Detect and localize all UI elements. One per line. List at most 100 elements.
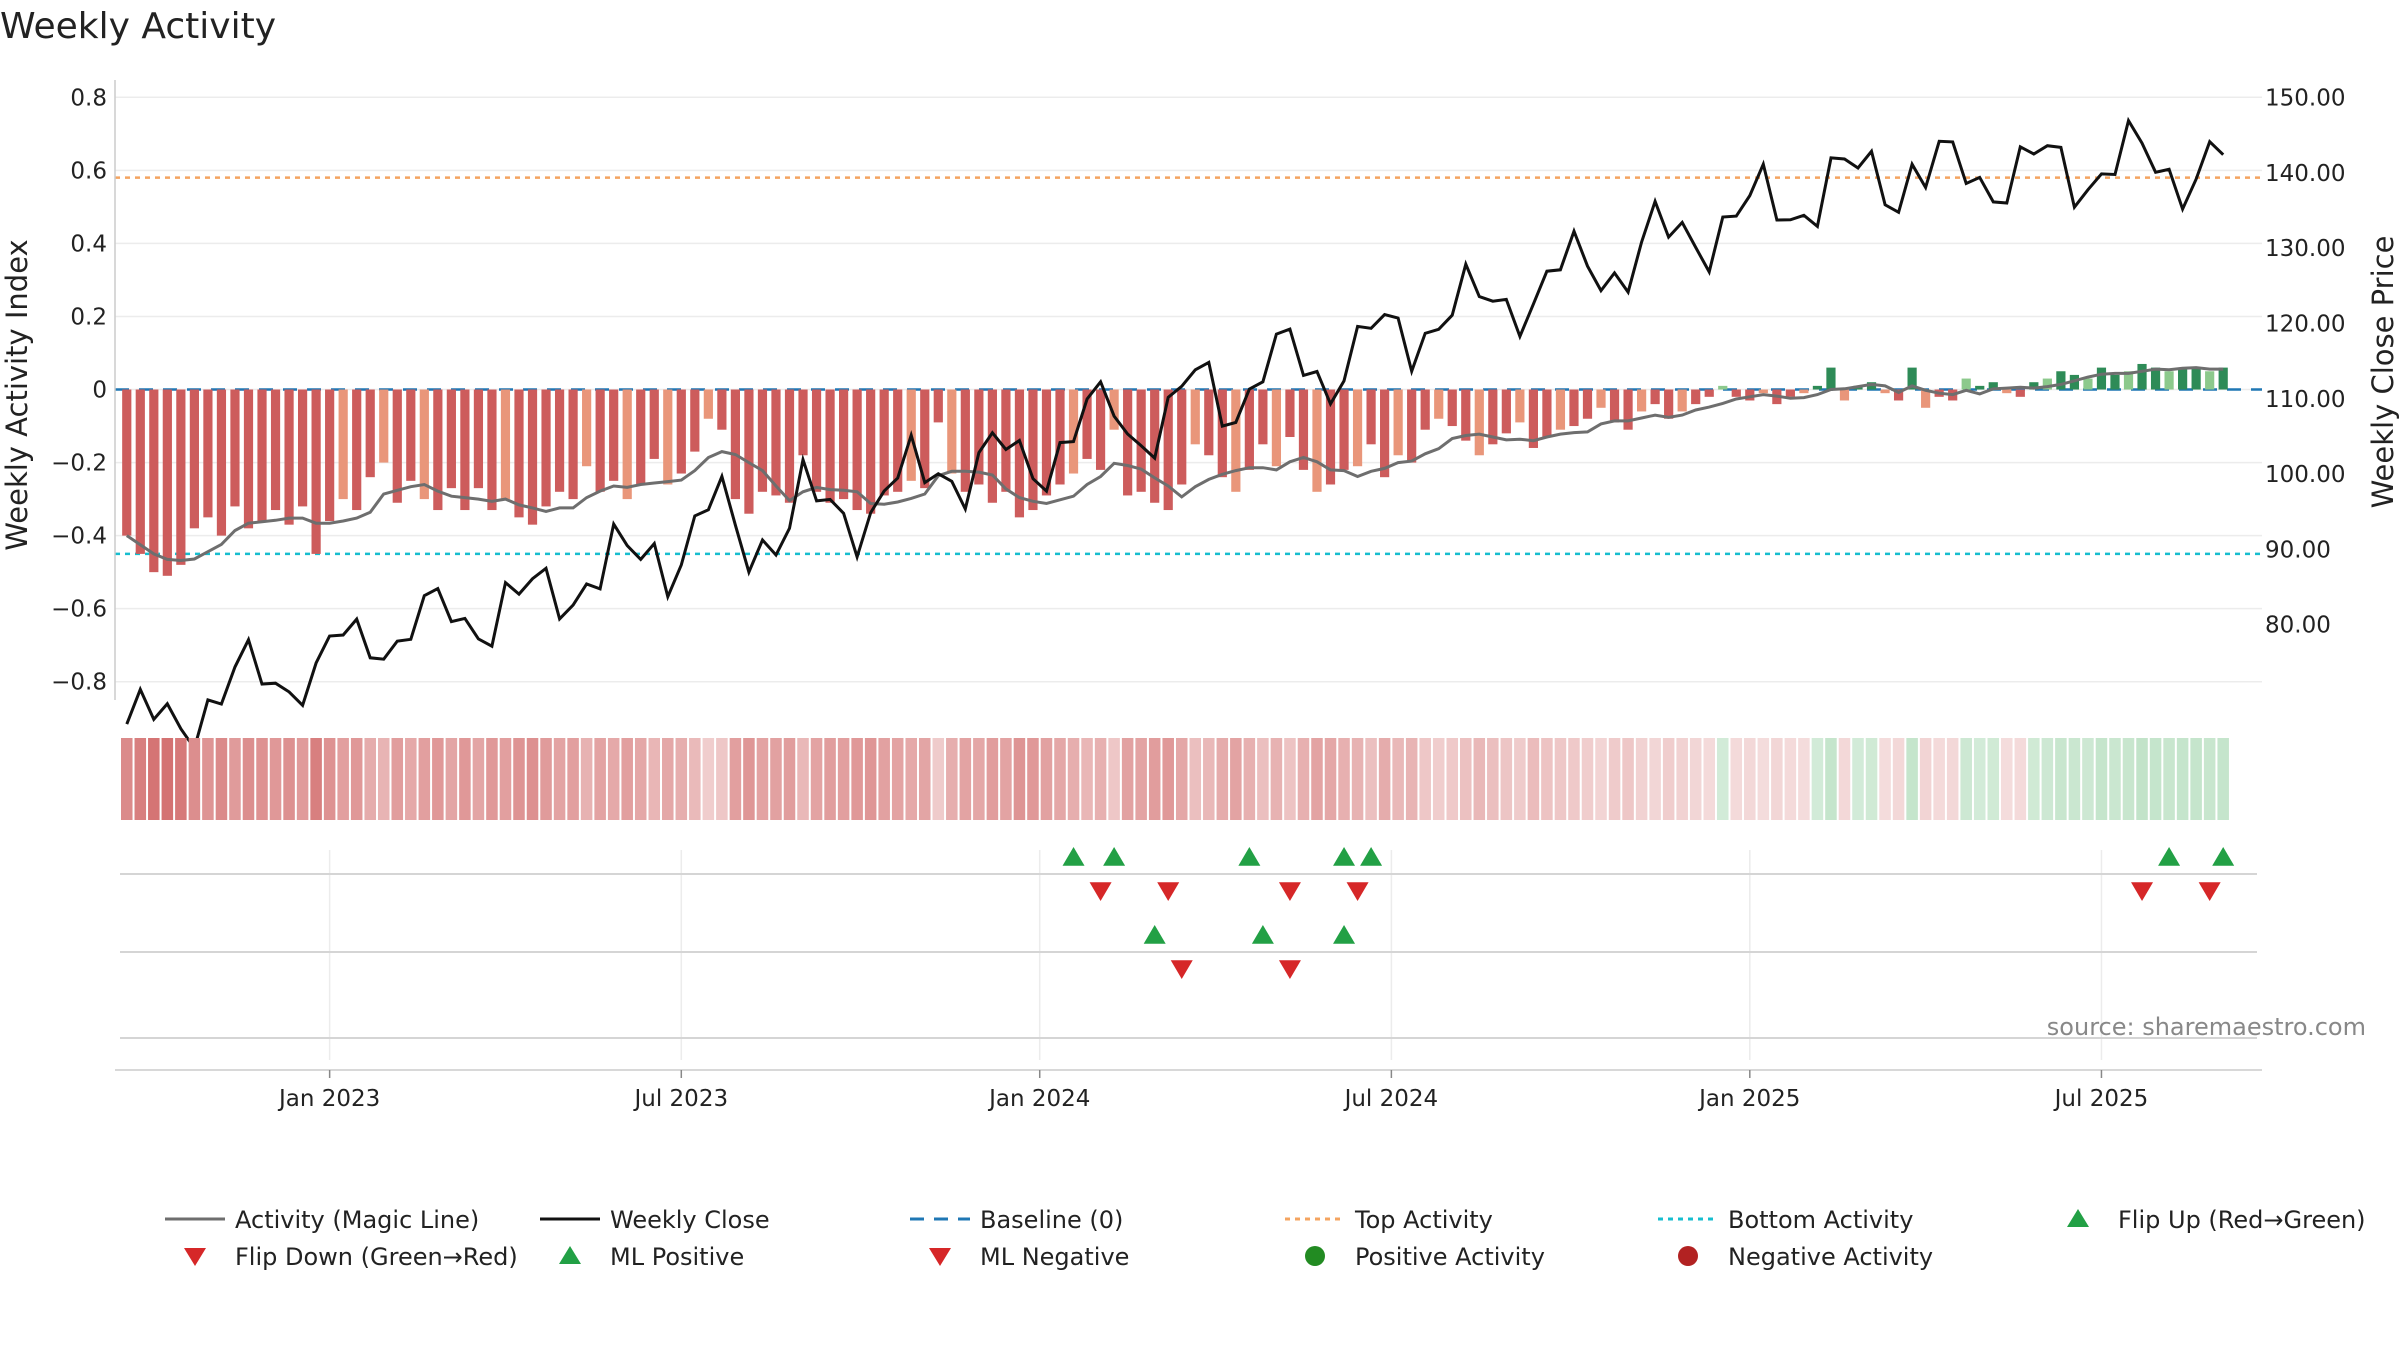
- heat-cell: [1635, 738, 1648, 820]
- activity-bar: [338, 389, 348, 500]
- heat-cell: [1094, 738, 1107, 820]
- heat-cell: [1649, 738, 1661, 820]
- heat-cell: [702, 738, 715, 820]
- activity-bar: [216, 389, 227, 536]
- activity-bar: [2096, 367, 2107, 390]
- chart-title: Weekly Activity: [0, 6, 276, 47]
- heat-cell: [553, 738, 566, 820]
- heat-cell: [905, 738, 917, 820]
- heat-cell: [1825, 738, 1837, 820]
- activity-bar: [1582, 389, 1593, 419]
- activity-bar: [1231, 389, 1241, 492]
- heat-cell: [175, 738, 187, 820]
- x-tick-label: Jan 2024: [987, 1086, 1090, 1112]
- activity-bar: [203, 389, 213, 518]
- activity-bar: [1893, 389, 1904, 401]
- activity-bar: [392, 389, 402, 503]
- heat-cell: [2109, 738, 2121, 820]
- heat-cell: [648, 738, 661, 820]
- activity-bar: [1542, 389, 1552, 438]
- heat-cell: [1311, 738, 1323, 820]
- activity-bar: [1407, 389, 1417, 463]
- heat-cell: [729, 738, 742, 820]
- heat-cell: [851, 738, 863, 820]
- legend-label: Bottom Activity: [1728, 1206, 1913, 1234]
- activity-bar: [1217, 389, 1227, 478]
- heat-cell: [472, 738, 485, 820]
- heat-cell: [986, 738, 999, 820]
- activity-bar: [1136, 389, 1146, 492]
- activity-bar: [1799, 389, 1809, 394]
- heat-cell: [607, 738, 620, 820]
- heat-cell: [567, 738, 579, 820]
- activity-bar: [379, 389, 389, 463]
- y2-tick-label: 150.00: [2265, 86, 2345, 112]
- heat-cell: [2028, 738, 2040, 820]
- flip-down-marker: [2131, 882, 2154, 901]
- activity-bar: [1555, 389, 1566, 430]
- legend-label: Flip Up (Red→Green): [2118, 1206, 2366, 1234]
- activity-bar: [568, 389, 578, 500]
- activity-bar: [649, 389, 659, 459]
- ml-positive-marker: [1143, 925, 1166, 944]
- activity-bar: [960, 389, 970, 492]
- heat-cell: [1527, 738, 1540, 820]
- activity-bar: [1515, 389, 1525, 423]
- legend-label: Activity (Magic Line): [235, 1206, 479, 1234]
- y-tick-label: 0: [92, 378, 107, 404]
- heat-cell: [1419, 738, 1431, 820]
- legend-label: ML Positive: [610, 1243, 744, 1271]
- activity-bar: [2205, 371, 2215, 390]
- activity-bar: [2083, 378, 2093, 390]
- heat-cell: [1257, 738, 1269, 820]
- heat-cell: [837, 738, 850, 820]
- legend-label: ML Negative: [980, 1243, 1129, 1271]
- heat-cell: [621, 738, 633, 820]
- heat-cell: [594, 738, 606, 820]
- heat-cell: [1541, 738, 1553, 820]
- heat-cell: [215, 738, 228, 820]
- heat-cell: [1744, 738, 1756, 820]
- activity-bar: [406, 389, 416, 481]
- heat-cell: [1865, 738, 1878, 820]
- heat-cell: [337, 738, 349, 820]
- heat-cell: [1581, 738, 1594, 820]
- heat-cell: [1730, 738, 1743, 820]
- activity-bar: [257, 389, 267, 522]
- heat-cell: [296, 738, 309, 820]
- heat-cell: [1000, 738, 1012, 820]
- activity-bar: [609, 389, 619, 481]
- heat-cell: [1608, 738, 1621, 820]
- activity-bar: [1596, 389, 1606, 408]
- flip-down-marker: [1278, 882, 1301, 901]
- activity-bar: [1434, 389, 1444, 419]
- y-tick-label: −0.2: [51, 451, 107, 477]
- heat-cell: [1067, 738, 1080, 820]
- activity-bar: [1636, 389, 1647, 412]
- activity-bar: [2137, 363, 2147, 390]
- activity-bar: [1163, 389, 1173, 511]
- x-axis: Jan 2023 Jul 2023 Jan 2024 Jul 2024 Jan 2025…: [115, 1069, 2262, 1112]
- heat-cell: [1757, 738, 1770, 820]
- source-note: source: sharemaestro.com: [2047, 1013, 2366, 1041]
- heat-cell: [634, 738, 647, 820]
- activity-bar: [839, 389, 849, 500]
- heat-cell: [918, 738, 931, 820]
- activity-bar: [2029, 382, 2039, 390]
- heat-cell: [1919, 738, 1932, 820]
- heat-cell: [2082, 738, 2094, 820]
- heat-cell: [1108, 738, 1120, 820]
- activity-bar: [1366, 389, 1376, 445]
- activity-bar: [1014, 389, 1025, 518]
- legend-swatch-ml-positive: [559, 1246, 581, 1264]
- activity-bar: [784, 389, 795, 503]
- y2-tick-label: 80.00: [2265, 613, 2331, 639]
- legend-swatch-positive: [1305, 1246, 1325, 1266]
- legend-swatch-flip-down: [184, 1248, 206, 1266]
- heat-cell: [1487, 738, 1499, 820]
- heat-cell: [1892, 738, 1905, 820]
- flip-up-marker: [2212, 847, 2235, 866]
- heat-cell: [1906, 738, 1918, 820]
- heat-cell: [1568, 738, 1580, 820]
